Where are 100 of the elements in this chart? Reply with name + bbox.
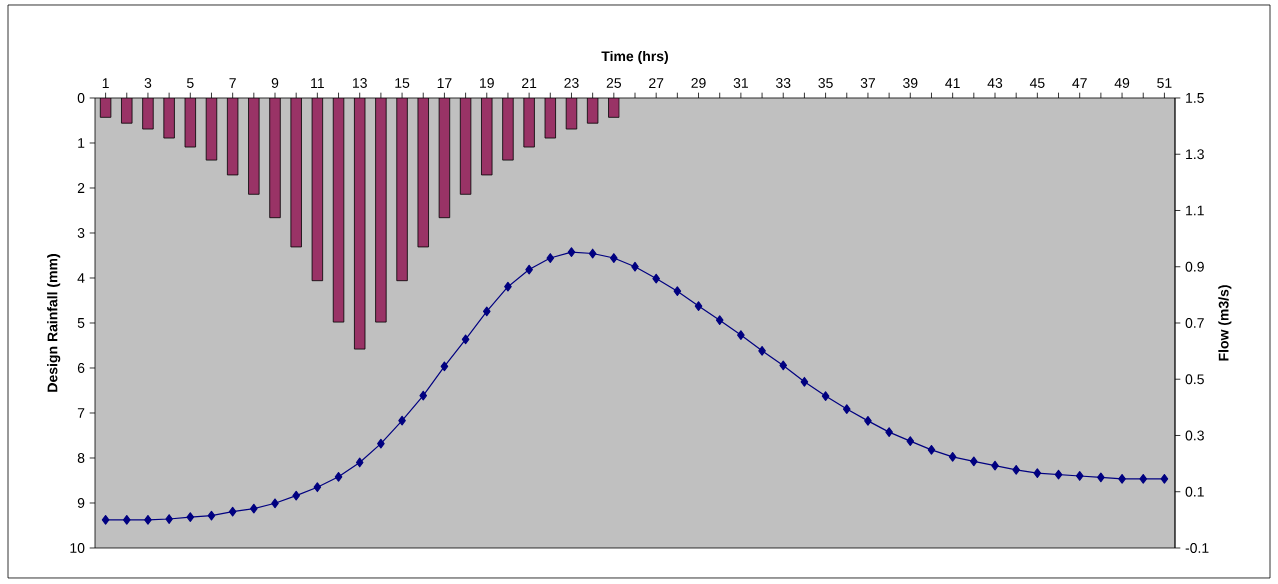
x-tick-label: 15 bbox=[395, 78, 410, 88]
point bbox=[842, 404, 851, 414]
point bbox=[313, 482, 322, 493]
x-tick-label: 35 bbox=[818, 78, 833, 88]
point bbox=[419, 390, 428, 401]
x-tick-label: 5 bbox=[186, 78, 194, 88]
point bbox=[482, 306, 491, 317]
y-tick-label: 4 bbox=[77, 273, 85, 283]
point bbox=[546, 253, 555, 263]
point bbox=[334, 471, 343, 482]
y-tick-label: 8 bbox=[77, 453, 85, 463]
y2-tick-label: 0.5 bbox=[1185, 374, 1204, 385]
x-tick-label: 25 bbox=[606, 78, 622, 88]
point bbox=[694, 301, 703, 311]
point bbox=[1012, 464, 1020, 475]
point bbox=[1097, 472, 1105, 483]
x-tick-label: 51 bbox=[1157, 78, 1172, 88]
point bbox=[631, 261, 639, 272]
point bbox=[779, 360, 788, 371]
bar bbox=[396, 97, 408, 282]
point bbox=[610, 253, 618, 263]
point bbox=[440, 361, 449, 372]
x-tick-label: 21 bbox=[522, 78, 537, 88]
point bbox=[588, 248, 597, 259]
point bbox=[377, 438, 385, 449]
x-tick-label: 41 bbox=[945, 78, 960, 88]
point bbox=[1139, 473, 1148, 484]
x-tick-label: 33 bbox=[775, 78, 791, 88]
point bbox=[398, 415, 406, 426]
bar bbox=[163, 97, 175, 139]
point bbox=[970, 456, 978, 467]
y2-tick-label: 0.9 bbox=[1185, 261, 1204, 272]
y2-tick-label: 1.3 bbox=[1186, 149, 1204, 160]
point bbox=[800, 376, 809, 387]
point bbox=[165, 514, 173, 524]
y-tick-label: 1 bbox=[78, 138, 85, 148]
x-tick-label: 37 bbox=[860, 78, 876, 88]
y2-tick-label: 1.1 bbox=[1186, 205, 1204, 216]
x-tick-label: 27 bbox=[649, 78, 664, 88]
point bbox=[906, 436, 915, 446]
x-axis-title: Time (hrs) bbox=[601, 50, 668, 64]
x-tick-label: 29 bbox=[691, 78, 706, 88]
point bbox=[567, 247, 576, 257]
y-tick-label: 0 bbox=[77, 93, 85, 103]
point bbox=[1033, 468, 1042, 479]
point bbox=[885, 427, 893, 437]
y-tick-label: 2 bbox=[77, 183, 85, 193]
point bbox=[207, 510, 216, 521]
point bbox=[101, 514, 110, 525]
y2-tick-label: 1.5 bbox=[1186, 93, 1204, 103]
y2-tick-label: 0.1 bbox=[1185, 486, 1204, 497]
y2-tick-label: -0.1 bbox=[1185, 543, 1209, 553]
point bbox=[461, 334, 470, 345]
x-tick-label: 47 bbox=[1072, 78, 1087, 88]
point bbox=[864, 415, 872, 426]
x-tick-label: 39 bbox=[903, 78, 918, 88]
bar bbox=[523, 97, 535, 148]
y2-tick-label: 0.7 bbox=[1185, 318, 1204, 328]
point bbox=[652, 273, 660, 284]
point bbox=[1054, 469, 1063, 480]
point bbox=[715, 315, 724, 326]
bar bbox=[502, 97, 514, 161]
y-tick-label: 6 bbox=[77, 363, 85, 373]
y-tick-label: 3 bbox=[77, 228, 85, 238]
x-tick-label: 9 bbox=[271, 78, 279, 88]
point bbox=[228, 506, 237, 517]
x-tick-label: 49 bbox=[1114, 78, 1130, 88]
point bbox=[355, 457, 364, 468]
point bbox=[292, 490, 300, 501]
point bbox=[737, 330, 745, 340]
point bbox=[758, 345, 766, 356]
x-tick-label: 1 bbox=[102, 78, 109, 88]
point bbox=[122, 514, 131, 525]
point bbox=[673, 286, 682, 297]
point bbox=[821, 391, 830, 401]
point bbox=[927, 444, 936, 455]
x-tick-label: 23 bbox=[564, 78, 579, 88]
y-tick-label: 10 bbox=[70, 543, 85, 553]
y-tick-label: 5 bbox=[77, 318, 85, 328]
x-tick-label: 43 bbox=[987, 78, 1003, 88]
point bbox=[1160, 473, 1169, 484]
point bbox=[144, 514, 152, 525]
point bbox=[504, 281, 512, 292]
x-tick-label: 11 bbox=[311, 78, 324, 88]
point bbox=[948, 451, 957, 462]
bar bbox=[375, 97, 387, 323]
y2-axis-title: Flow (m3/s) bbox=[1218, 285, 1232, 361]
x-tick-label: 13 bbox=[352, 78, 367, 88]
bar bbox=[269, 97, 281, 219]
point bbox=[1075, 471, 1084, 481]
x-tick-label: 3 bbox=[144, 78, 152, 88]
point bbox=[525, 264, 533, 275]
y2-tick-label: 0.3 bbox=[1185, 430, 1204, 441]
y-tick-label: 7 bbox=[77, 408, 85, 418]
y-tick-label: 9 bbox=[77, 498, 85, 508]
x-tick-label: 17 bbox=[437, 78, 452, 88]
point bbox=[271, 498, 279, 509]
y-axis-title: Design Rainfall (mm) bbox=[47, 254, 61, 392]
x-tick-label: 7 bbox=[229, 78, 236, 88]
x-tick-label: 31 bbox=[733, 78, 748, 88]
